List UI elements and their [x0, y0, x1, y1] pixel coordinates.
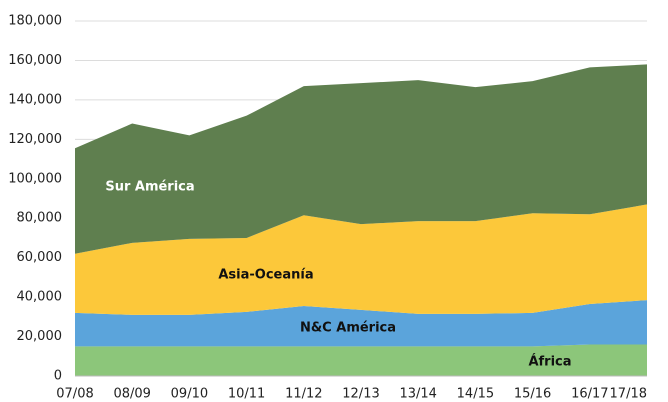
series-label: África: [528, 354, 571, 370]
series-label: Asia-Oceanía: [218, 268, 313, 283]
y-tick-label: 160,000: [8, 53, 62, 68]
x-tick-label: 09/10: [171, 387, 208, 402]
y-tick-label: 180,000: [8, 14, 62, 29]
area: [75, 204, 647, 315]
y-tick-label: 40,000: [17, 290, 63, 305]
x-tick-label: 14/15: [457, 387, 494, 402]
x-tick-label: 10/11: [228, 387, 265, 402]
x-tick-label: 17/18: [610, 387, 647, 402]
y-tick-label: 60,000: [17, 250, 63, 265]
y-tick-label: 100,000: [8, 171, 62, 186]
x-tick-label: 12/13: [342, 387, 379, 402]
y-tick-label: 80,000: [17, 211, 63, 226]
area: [75, 344, 647, 376]
area: [75, 64, 647, 254]
y-tick-label: 20,000: [17, 329, 63, 344]
y-tick-label: 120,000: [8, 132, 62, 147]
y-tick-label: 140,000: [8, 92, 62, 107]
x-tick-label: 11/12: [285, 387, 322, 402]
x-tick-label: 16/17: [571, 387, 608, 402]
y-tick-label: 0: [54, 369, 62, 384]
x-tick-label: 15/16: [514, 387, 551, 402]
x-tick-label: 13/14: [399, 387, 436, 402]
x-tick-label: 07/08: [56, 387, 93, 402]
series-label: N&C América: [300, 321, 396, 336]
x-tick-label: 08/09: [113, 387, 150, 402]
area: [75, 300, 647, 347]
series-label: Sur América: [105, 180, 194, 195]
